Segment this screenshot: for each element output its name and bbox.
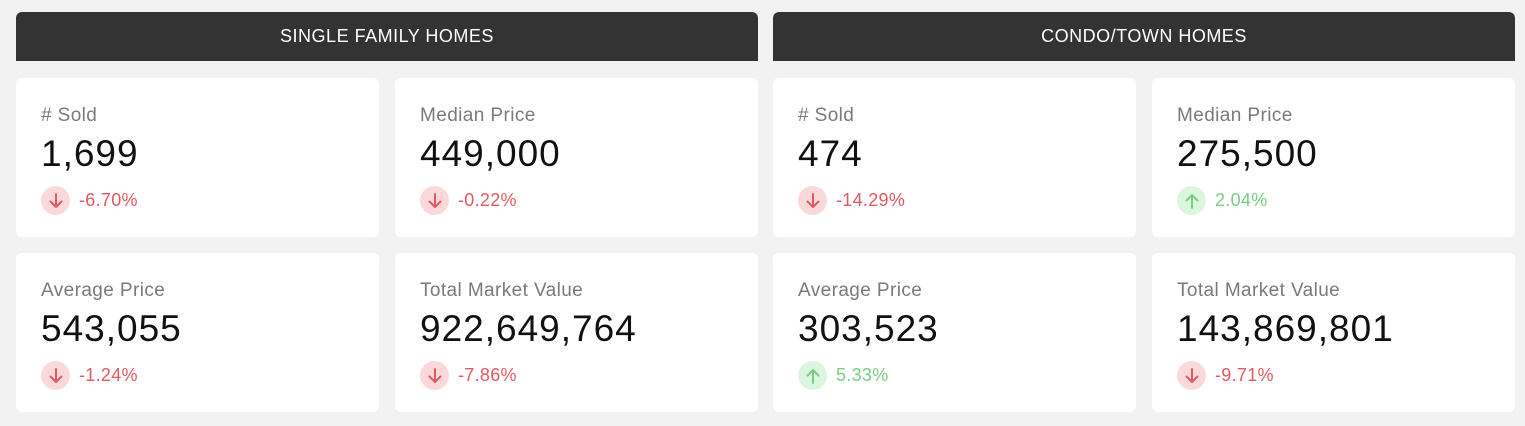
arrow-down-icon (41, 186, 70, 215)
stat-value: 143,869,801 (1177, 308, 1394, 349)
stat-card-median-price: Median Price 449,000 -0.22% (395, 78, 758, 237)
arrow-down-icon (41, 361, 70, 390)
stats-grid: # Sold 1,699 -6.70% Median Price 449,000… (16, 78, 758, 412)
stat-change-percent: 5.33% (836, 365, 889, 385)
arrow-down-icon (420, 361, 449, 390)
stat-change: -9.71% (1177, 361, 1515, 390)
stat-label: # Sold (41, 105, 98, 126)
stat-change-percent: -7.86% (458, 365, 517, 385)
arrow-up-icon (1177, 186, 1206, 215)
stat-label: Median Price (420, 105, 536, 126)
stat-change-percent: -0.22% (458, 190, 517, 210)
stat-value: 449,000 (420, 133, 561, 174)
stat-change-percent: -1.24% (79, 365, 138, 385)
arrow-up-icon (798, 361, 827, 390)
stat-label: Total Market Value (420, 280, 584, 301)
stat-change: 2.04% (1177, 186, 1515, 215)
stat-change: -6.70% (41, 186, 379, 215)
stat-change: -7.86% (420, 361, 758, 390)
stat-value: 303,523 (798, 308, 939, 349)
stat-change-percent: 2.04% (1215, 190, 1268, 210)
stat-label: Median Price (1177, 105, 1293, 126)
stat-value: 1,699 (41, 133, 139, 174)
stat-value: 275,500 (1177, 133, 1318, 174)
stat-value: 922,649,764 (420, 308, 637, 349)
stat-card-sold: # Sold 1,699 -6.70% (16, 78, 379, 237)
stat-change-percent: -14.29% (836, 190, 906, 210)
stat-change: -0.22% (420, 186, 758, 215)
condo-town-section: CONDO/TOWN HOMES # Sold 474 -14.29% Medi… (773, 12, 1515, 412)
stat-label: Average Price (798, 280, 923, 301)
single-family-section: SINGLE FAMILY HOMES # Sold 1,699 -6.70% … (16, 12, 758, 412)
stat-value: 543,055 (41, 308, 182, 349)
stat-value: 474 (798, 133, 863, 174)
stat-card-average-price: Average Price 543,055 -1.24% (16, 253, 379, 412)
stat-card-sold: # Sold 474 -14.29% (773, 78, 1136, 237)
stat-change-percent: -9.71% (1215, 365, 1274, 385)
stat-card-median-price: Median Price 275,500 2.04% (1152, 78, 1515, 237)
stats-grid: # Sold 474 -14.29% Median Price 275,500 … (773, 78, 1515, 412)
stat-card-total-market-value: Total Market Value 922,649,764 -7.86% (395, 253, 758, 412)
arrow-down-icon (798, 186, 827, 215)
arrow-down-icon (420, 186, 449, 215)
stat-change: 5.33% (798, 361, 1136, 390)
arrow-down-icon (1177, 361, 1206, 390)
stat-change: -14.29% (798, 186, 1136, 215)
stat-label: # Sold (798, 105, 855, 126)
stat-card-average-price: Average Price 303,523 5.33% (773, 253, 1136, 412)
section-header: CONDO/TOWN HOMES (773, 12, 1515, 61)
stat-label: Average Price (41, 280, 166, 301)
stat-change: -1.24% (41, 361, 379, 390)
stat-change-percent: -6.70% (79, 190, 138, 210)
stat-label: Total Market Value (1177, 280, 1341, 301)
section-header: SINGLE FAMILY HOMES (16, 12, 758, 61)
stat-card-total-market-value: Total Market Value 143,869,801 -9.71% (1152, 253, 1515, 412)
